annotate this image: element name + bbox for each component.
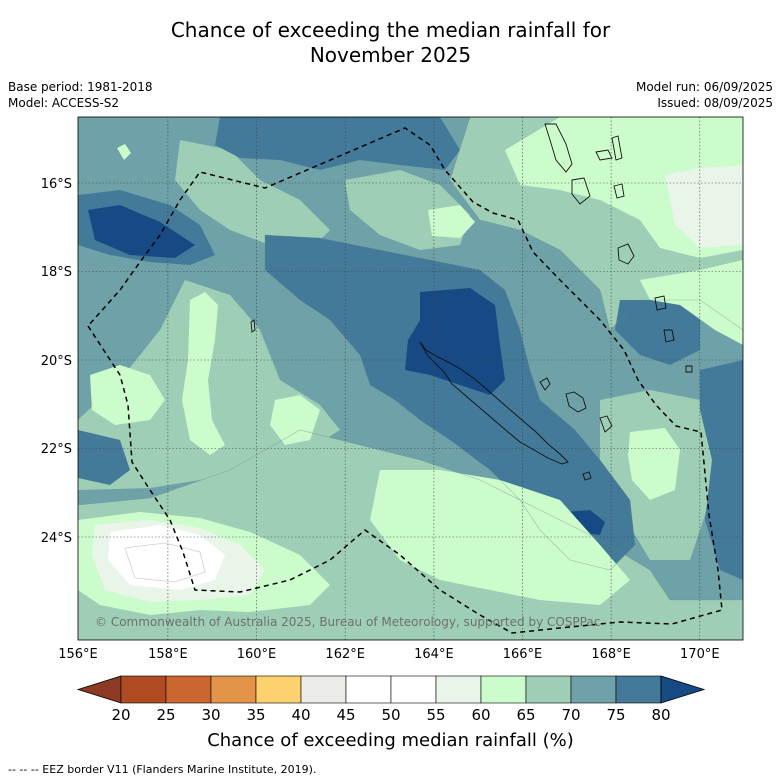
title-line-1: Chance of exceeding the median rainfall … (170, 18, 611, 42)
colorbar-tick-35: 35 (246, 706, 265, 724)
lon-label-170: 170°E (680, 647, 720, 662)
lon-label-156: 156°E (58, 647, 98, 662)
colorbar-tick-55: 55 (426, 706, 445, 724)
contour-lines (78, 117, 743, 601)
field-60-65-west-mid (90, 365, 165, 425)
colorbar-tick-30: 30 (201, 706, 220, 724)
hunter-island (663, 329, 675, 343)
colorbar-tick-75: 75 (606, 706, 625, 724)
field-above80-west (88, 205, 195, 258)
chesterfield-islet (250, 319, 256, 333)
colorbar-bin-35-40 (255, 675, 302, 704)
issued-date: Issued: 08/09/2025 (657, 96, 773, 110)
vanuatu-island-4 (611, 135, 623, 161)
field-60-65-east (640, 260, 743, 345)
colorbar-bin-40-45 (300, 675, 347, 704)
lat-label-20: 20°S (41, 354, 72, 369)
colorbar-bin-70-75 (570, 675, 617, 704)
new-caledonia-island (419, 341, 569, 465)
colorbar-tick-45: 45 (336, 706, 355, 724)
colorbar-bin-60-65 (480, 675, 527, 704)
field-45-55-southwest (108, 525, 225, 590)
isle-of-pines (582, 471, 592, 481)
eez-footnote: -- -- -- EEZ border V11 (Flanders Marine… (8, 763, 317, 776)
lon-label-162: 162°E (325, 647, 365, 662)
field-above80-central (405, 288, 505, 395)
field-60-65-mid (270, 395, 320, 445)
lat-label-22: 22°S (41, 442, 72, 457)
colorbar-bin-65-70 (525, 675, 572, 704)
map-frame (77, 116, 744, 641)
lon-label-166: 166°E (503, 647, 543, 662)
colorbar-bin-50-55 (390, 675, 437, 704)
colorbar-tick-20: 20 (111, 706, 130, 724)
matthew-island (654, 295, 667, 311)
colorbar-bin-75-80 (615, 675, 662, 704)
lat-label-24: 24°S (41, 531, 72, 546)
field-60-65-blob1 (428, 205, 475, 238)
lat-label-18: 18°S (41, 265, 72, 280)
longitude-labels: 156°E 158°E 160°E 162°E 164°E 166°E 168°… (58, 647, 719, 662)
eez-border (87, 127, 723, 634)
colorbar-tick-60: 60 (471, 706, 490, 724)
field-75-80-east (615, 300, 700, 365)
lon-label-158: 158°E (148, 647, 188, 662)
colorbar-tick-65: 65 (516, 706, 535, 724)
title-line-2: November 2025 (309, 43, 472, 67)
vanuatu-island-5 (613, 183, 625, 199)
field-75-80-west-edge (78, 430, 130, 485)
lon-label-164: 164°E (414, 647, 454, 662)
base-period: Base period: 1981-2018 (8, 80, 153, 94)
vanuatu-island-6 (617, 243, 635, 265)
field-60-65-blob2 (628, 428, 680, 500)
colorbar-tick-80: 80 (651, 706, 670, 724)
colorbar-arrow-high (660, 675, 706, 704)
vanuatu-island-1 (544, 123, 573, 173)
field-60-65-col (182, 292, 225, 455)
model-run: Model run: 06/09/2025 (635, 80, 773, 94)
copyright-text: © Commonwealth of Australia 2025, Bureau… (95, 615, 600, 629)
field-55-60-northeast (665, 165, 743, 248)
colorbar: 20 25 30 35 40 45 50 55 60 65 70 75 80 (76, 675, 706, 724)
field-60-65-north-small (117, 144, 131, 160)
field-65-70-north (175, 140, 330, 250)
colorbar-tick-50: 50 (381, 706, 400, 724)
colorbar-bin-45-50 (345, 675, 392, 704)
map-title: Chance of exceeding the median rainfall … (0, 18, 781, 68)
coastlines (250, 123, 693, 481)
field-60-65-south (370, 470, 630, 605)
meta-right: Model run: 06/09/2025 Issued: 08/09/2025 (636, 79, 773, 111)
field-75-80-central (265, 235, 635, 570)
colorbar-bin-25-30 (165, 675, 212, 704)
meta-left: Base period: 1981-2018 Model: ACCESS-S2 (8, 79, 153, 111)
loyalty-island-1 (539, 377, 551, 391)
field-65-70-west (78, 280, 340, 490)
field-45-55-contour (124, 542, 206, 583)
colorbar-title: Chance of exceeding median rainfall (%) (207, 730, 574, 751)
colorbar-tick-70: 70 (561, 706, 580, 724)
gridlines (78, 117, 743, 640)
colorbar-tick-40: 40 (291, 706, 310, 724)
lon-label-160: 160°E (237, 647, 277, 662)
colorbar-bin-55-60 (435, 675, 482, 704)
loyalty-island-2 (565, 391, 587, 413)
vanuatu-island-2 (571, 177, 591, 205)
lat-label-16: 16°S (41, 177, 72, 192)
colorbar-bin-30-35 (210, 675, 257, 704)
colorbar-arrow-low (76, 675, 122, 704)
colorbar-tick-25: 25 (156, 706, 175, 724)
latitude-labels: 16°S 18°S 20°S 22°S 24°S (41, 177, 72, 546)
loyalty-island-3 (599, 415, 613, 433)
vanuatu-island-3 (595, 149, 613, 161)
model-name: Model: ACCESS-S2 (8, 96, 120, 110)
small-island-east (685, 365, 693, 373)
colorbar-bin-20-25 (120, 675, 167, 704)
probability-field: © Commonwealth of Australia 2025, Bureau… (78, 117, 743, 640)
lon-label-168: 168°E (591, 647, 631, 662)
